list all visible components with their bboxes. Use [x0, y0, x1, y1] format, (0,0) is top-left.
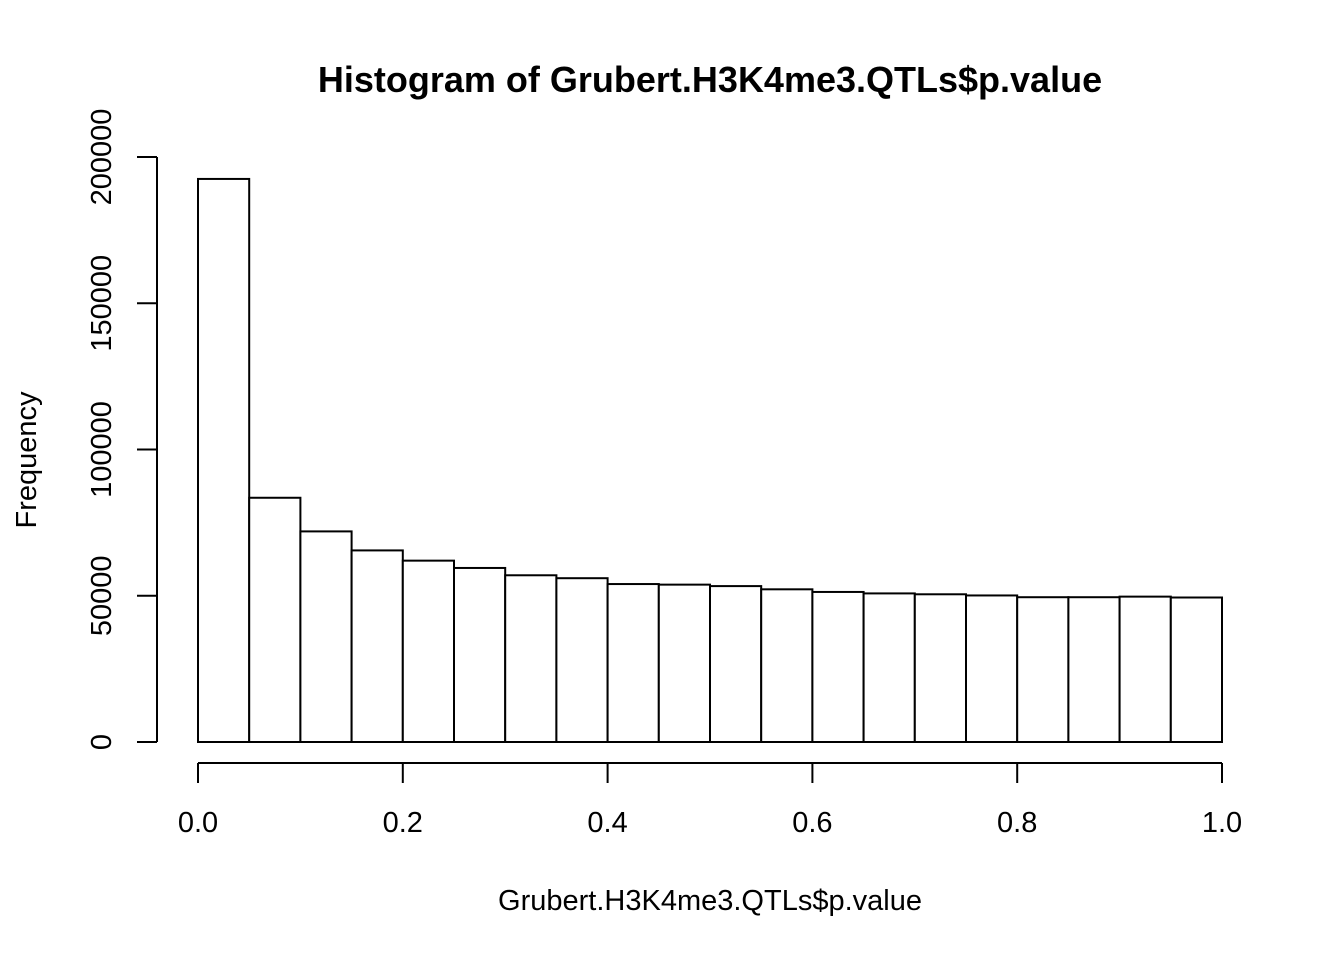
y-axis: 0 50000 100000 150000 200000 — [86, 109, 158, 750]
y-tick-label: 100000 — [86, 401, 118, 498]
x-tick-label: 1.0 — [1202, 807, 1242, 839]
y-tick-label: 150000 — [86, 255, 118, 352]
histogram-bar — [1016, 596, 1070, 744]
histogram-bar — [248, 496, 302, 744]
x-axis: 0.0 0.2 0.4 0.6 0.8 1.0 — [178, 762, 1242, 839]
chart-title: Histogram of Grubert.H3K4me3.QTLs$p.valu… — [318, 59, 1102, 100]
y-tick-label: 200000 — [86, 109, 118, 206]
y-tick-label: 50000 — [86, 555, 118, 636]
x-tick-label: 0.6 — [792, 807, 832, 839]
histogram-bar — [862, 592, 916, 743]
histogram-bar — [709, 585, 763, 743]
histogram-bar — [811, 590, 865, 744]
histogram-bar — [299, 530, 353, 744]
histogram-bar — [401, 559, 455, 744]
x-tick-label: 0.0 — [178, 807, 218, 839]
histogram-bar — [1067, 596, 1121, 744]
x-tick-label: 0.8 — [997, 807, 1037, 839]
histogram-bar — [555, 577, 609, 744]
histogram-bar — [913, 593, 967, 743]
x-tick-label: 0.4 — [587, 807, 627, 839]
histogram-bar — [1169, 596, 1224, 743]
x-axis-title: Grubert.H3K4me3.QTLs$p.value — [498, 885, 922, 917]
histogram-bar — [760, 588, 814, 743]
histogram-bar — [965, 594, 1019, 744]
histogram-bar — [657, 583, 711, 744]
histogram-bar — [606, 583, 660, 743]
histogram-bar — [350, 549, 404, 743]
x-tick-label: 0.2 — [383, 807, 423, 839]
histogram-bar — [197, 177, 251, 743]
histogram-bar — [1118, 595, 1172, 743]
bars-group — [197, 177, 1224, 744]
histogram-bar — [453, 566, 507, 744]
y-axis-title: Frequency — [11, 391, 43, 529]
y-tick-label: 0 — [86, 734, 118, 750]
histogram-bar — [504, 574, 558, 744]
